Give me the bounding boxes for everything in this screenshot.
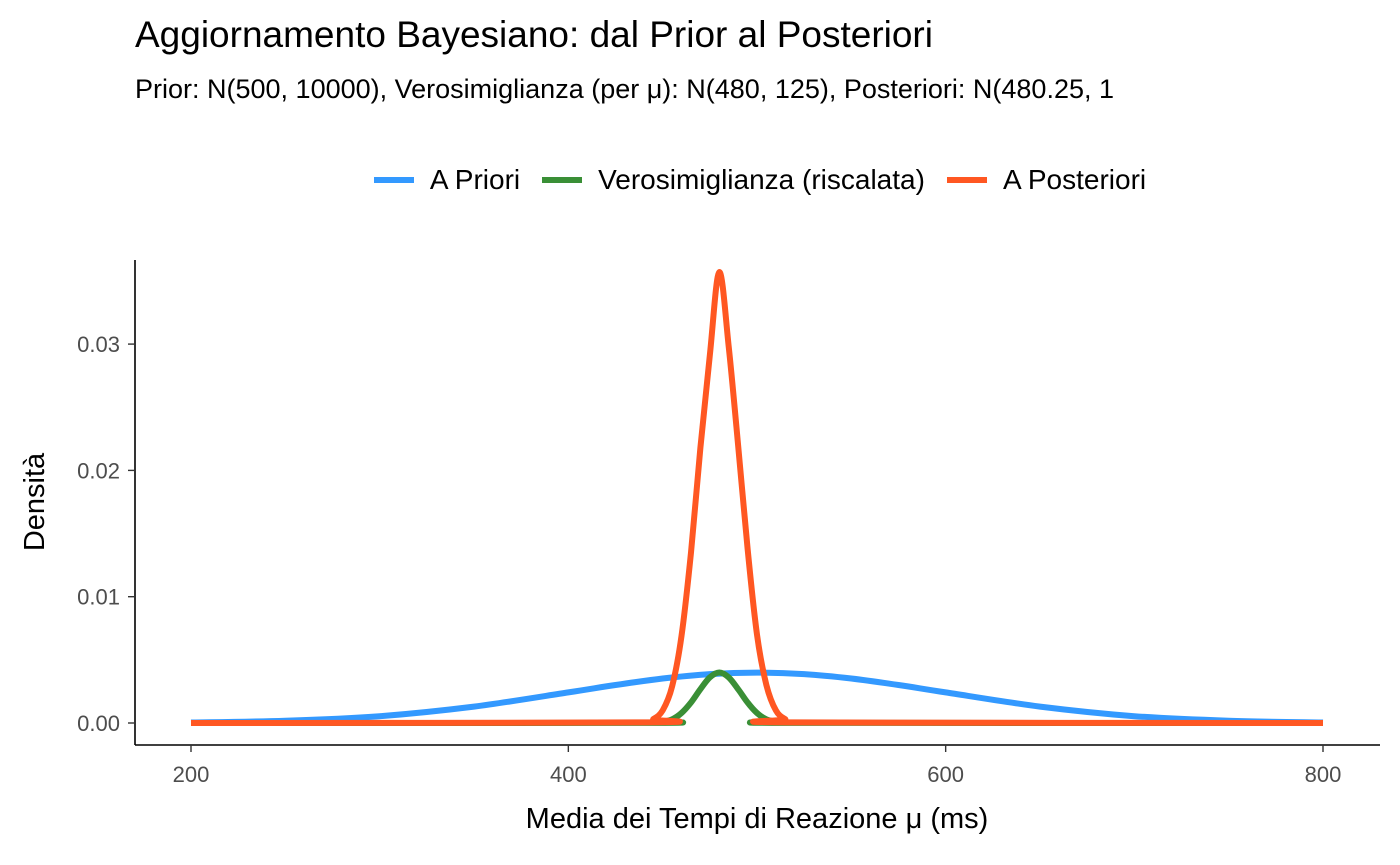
legend-key-posterior xyxy=(946,177,987,183)
x-tick-label: 800 xyxy=(1305,762,1342,787)
legend-item-prior: A Priori xyxy=(373,164,521,196)
series-line-a-posteriori xyxy=(190,269,1324,726)
series-line-a-priori xyxy=(190,669,1324,726)
legend-key-prior xyxy=(373,177,414,183)
legend-label-likelihood: Verosimiglianza (riscalata) xyxy=(598,164,925,195)
x-tick-label: 600 xyxy=(927,762,964,787)
y-tick-label: 0.01 xyxy=(77,585,120,610)
y-axis-title: Densità xyxy=(19,452,51,551)
legend-key-likelihood xyxy=(542,177,583,183)
y-tick-label: 0.03 xyxy=(77,332,120,357)
x-tick-label: 400 xyxy=(550,762,587,787)
chart-title: Aggiornamento Bayesiano: dal Prior al Po… xyxy=(135,14,933,55)
x-tick-label: 200 xyxy=(173,762,210,787)
chart-subtitle: Prior: N(500, 10000), Verosimiglianza (p… xyxy=(135,74,1115,104)
x-axis-title: Media dei Tempi di Reazione μ (ms) xyxy=(526,803,989,835)
y-ticks: 0.00 0.01 0.02 0.03 xyxy=(77,332,135,736)
legend-label-posterior: A Posteriori xyxy=(1002,164,1147,195)
legend: A Priori Verosimiglianza (riscalata) A P… xyxy=(0,160,1400,200)
series-lines xyxy=(190,269,1324,726)
legend-label-prior: A Priori xyxy=(429,164,521,195)
legend-item-likelihood: Verosimiglianza (riscalata) xyxy=(542,164,925,196)
x-ticks: 200 400 600 800 xyxy=(173,745,1342,787)
y-tick-label: 0.02 xyxy=(77,458,120,483)
y-tick-label: 0.00 xyxy=(77,711,120,736)
legend-item-posterior: A Posteriori xyxy=(946,164,1147,196)
